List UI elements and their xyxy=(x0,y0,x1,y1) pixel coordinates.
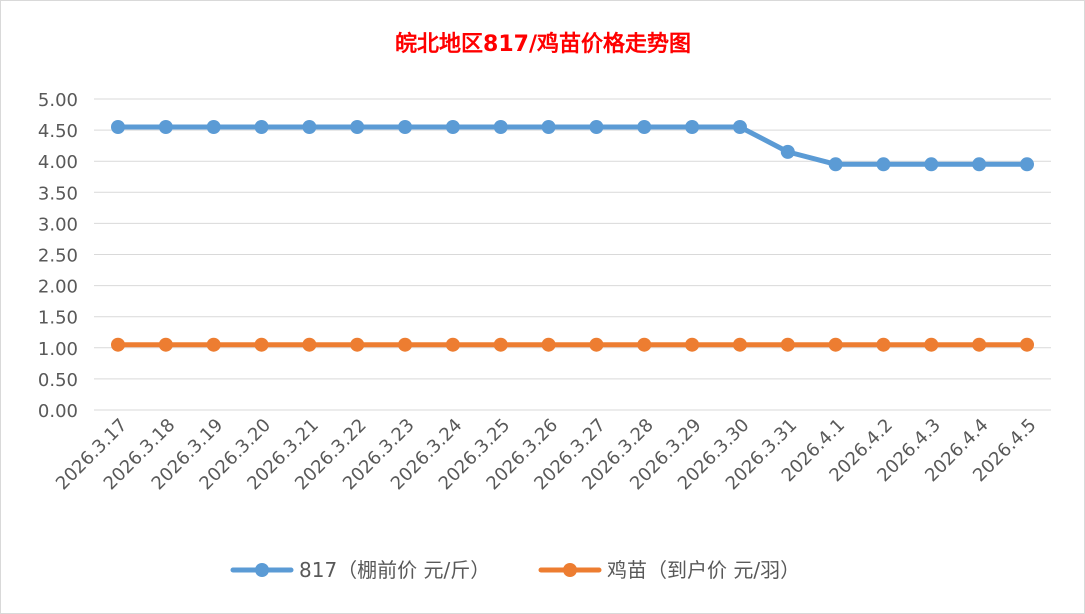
data-point xyxy=(158,337,173,352)
data-point xyxy=(493,337,508,352)
data-point xyxy=(685,119,700,134)
data-point xyxy=(1020,337,1034,352)
legend-label: 鸡苗（到户价 元/羽） xyxy=(607,558,800,582)
data-point xyxy=(254,337,269,352)
data-point xyxy=(732,119,747,134)
data-point xyxy=(876,337,891,352)
legend-marker xyxy=(255,563,269,577)
data-point xyxy=(350,119,365,134)
data-point xyxy=(924,157,939,172)
data-point xyxy=(876,157,891,172)
data-point xyxy=(541,119,556,134)
data-point xyxy=(1020,157,1034,172)
y-tick-label: 3.50 xyxy=(38,183,78,204)
data-point xyxy=(924,337,939,352)
data-point xyxy=(685,337,700,352)
data-point xyxy=(445,119,460,134)
data-point xyxy=(589,337,604,352)
data-point xyxy=(111,119,125,134)
y-tick-label: 3.00 xyxy=(38,214,78,235)
data-point xyxy=(780,337,795,352)
y-tick-label: 5.00 xyxy=(38,90,78,111)
y-tick-label: 0.00 xyxy=(38,401,78,422)
y-tick-label: 1.00 xyxy=(38,339,78,360)
data-point xyxy=(111,337,125,352)
data-point xyxy=(206,119,221,134)
data-point xyxy=(972,157,987,172)
data-point xyxy=(302,119,317,134)
data-point xyxy=(637,119,652,134)
chart-title: 皖北地区817/鸡苗价格走势图 xyxy=(395,31,691,57)
data-point xyxy=(732,337,747,352)
series-line xyxy=(118,124,1027,167)
data-point xyxy=(493,119,508,134)
data-point xyxy=(302,337,317,352)
data-point xyxy=(589,119,604,134)
data-point xyxy=(398,337,413,352)
data-point xyxy=(445,337,460,352)
data-point xyxy=(541,337,556,352)
legend-label: 817（棚前价 元/斤） xyxy=(299,558,490,582)
data-point xyxy=(158,119,173,134)
y-tick-label: 2.00 xyxy=(38,277,78,298)
data-point xyxy=(254,119,269,134)
data-point xyxy=(828,157,843,172)
data-point xyxy=(398,119,413,134)
data-point xyxy=(780,144,795,159)
legend-marker xyxy=(563,563,577,577)
y-tick-label: 4.00 xyxy=(38,152,78,173)
y-tick-label: 1.50 xyxy=(38,308,78,329)
data-point xyxy=(637,337,652,352)
data-point xyxy=(350,337,365,352)
data-point xyxy=(972,337,987,352)
y-tick-label: 0.50 xyxy=(38,370,78,391)
data-point xyxy=(206,337,221,352)
data-point xyxy=(828,337,843,352)
y-tick-label: 2.50 xyxy=(38,246,78,267)
y-tick-label: 4.50 xyxy=(38,121,78,142)
